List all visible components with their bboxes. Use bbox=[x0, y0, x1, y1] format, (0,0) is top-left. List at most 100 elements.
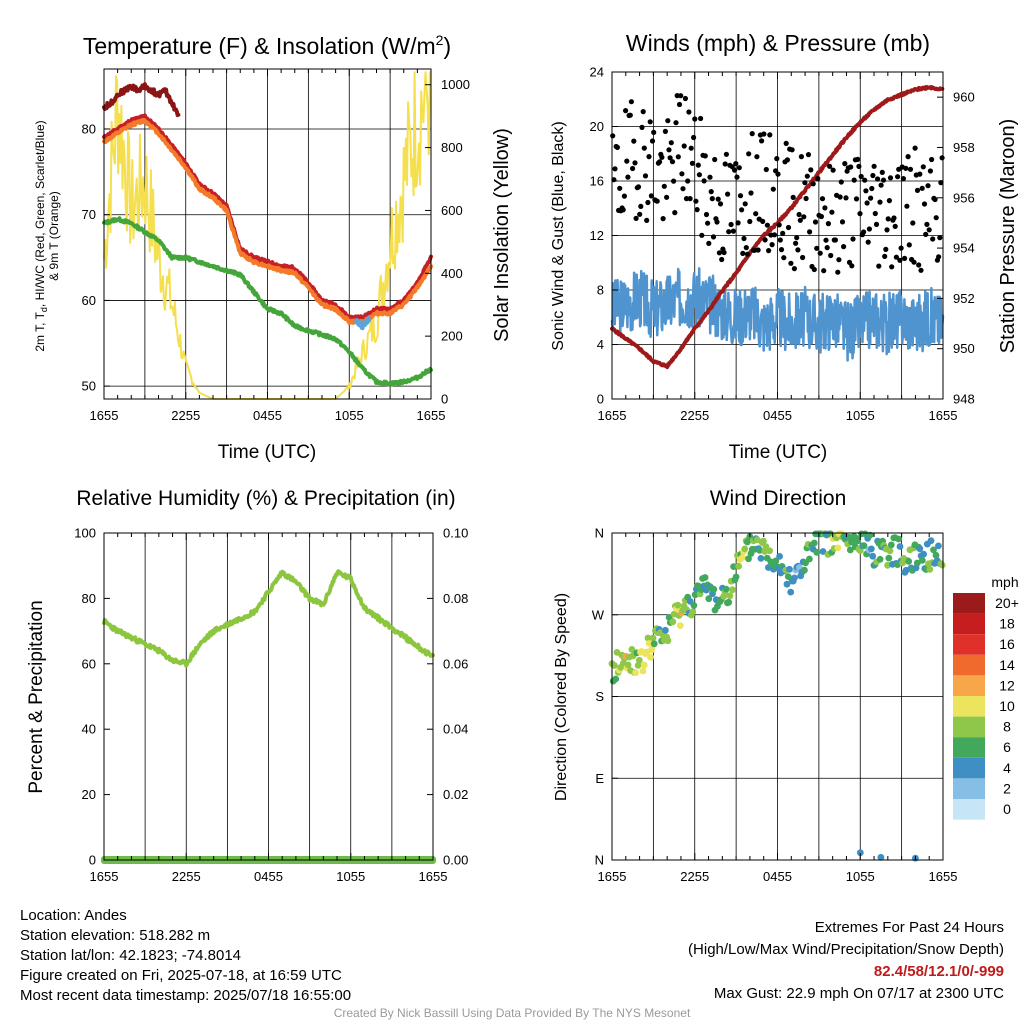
wind-left-axis-title: Sonic Wind & Gust (Blue, Black) bbox=[550, 121, 567, 350]
temperature-x-tick-label: 1655 bbox=[90, 408, 119, 423]
gust-point bbox=[798, 154, 805, 160]
gust-point bbox=[671, 178, 677, 184]
gust-point bbox=[740, 250, 746, 256]
gust-point bbox=[878, 182, 884, 188]
direction-point bbox=[738, 554, 746, 561]
direction-point bbox=[743, 538, 751, 546]
gust-point bbox=[777, 237, 783, 243]
gust-point bbox=[855, 156, 861, 162]
direction-point bbox=[846, 546, 854, 554]
gust-point bbox=[810, 181, 816, 187]
gust-point bbox=[877, 199, 883, 205]
gust-point bbox=[693, 198, 699, 204]
wind-left-tick-label: 24 bbox=[590, 65, 604, 80]
gust-point bbox=[895, 174, 901, 180]
direction-point bbox=[885, 554, 893, 562]
gust-point bbox=[800, 254, 806, 261]
direction-point bbox=[760, 537, 767, 545]
gust-point bbox=[906, 242, 912, 248]
gust-point bbox=[794, 235, 800, 241]
gust-point bbox=[898, 245, 904, 251]
gust-point bbox=[914, 187, 921, 193]
wind-series bbox=[610, 85, 945, 370]
direction-point bbox=[644, 634, 652, 642]
gust-point bbox=[672, 210, 678, 216]
gust-point bbox=[819, 196, 826, 202]
direction-point bbox=[854, 537, 862, 545]
direction-point bbox=[634, 662, 642, 669]
humidity-right-tick-label: 0.02 bbox=[443, 787, 468, 802]
direction-point bbox=[722, 585, 730, 593]
gust-point bbox=[803, 195, 809, 202]
direction-point bbox=[645, 640, 653, 647]
gust-point bbox=[837, 194, 843, 200]
direction-point bbox=[918, 557, 926, 564]
direction-point bbox=[876, 555, 884, 563]
gust-point bbox=[932, 196, 938, 203]
direction-point bbox=[810, 539, 818, 547]
direction-point bbox=[735, 562, 742, 570]
wind-grid bbox=[612, 71, 943, 400]
gust-point bbox=[633, 215, 639, 221]
gust-point bbox=[893, 254, 900, 260]
direction-point bbox=[913, 559, 921, 567]
direction-point bbox=[868, 545, 875, 553]
relative-humidity-line bbox=[102, 569, 435, 668]
gust-point bbox=[904, 203, 910, 209]
gust-point bbox=[686, 109, 692, 115]
speed-color-legend: 20+ 18 16 14 12 10 8 6 4 2 0 bbox=[953, 593, 1019, 820]
gust-point bbox=[630, 165, 636, 172]
gust-point bbox=[651, 129, 657, 135]
gust-point bbox=[716, 250, 723, 256]
temperature-left-axis-title: 2m T, Td, HI/WC (Red, Green, Scarlet/Blu… bbox=[33, 120, 49, 351]
gust-point bbox=[938, 180, 944, 186]
gust-point bbox=[823, 237, 829, 243]
gust-point bbox=[838, 179, 844, 185]
gust-point bbox=[829, 209, 835, 215]
direction-point bbox=[635, 656, 643, 664]
recent-data-text: Most recent data timestamp: 2025/07/18 1… bbox=[20, 987, 352, 1004]
gust-point bbox=[853, 196, 860, 202]
gust-point bbox=[872, 210, 878, 217]
direction-point bbox=[640, 661, 648, 669]
gust-point bbox=[871, 163, 877, 169]
wind-x-tick-label: 1055 bbox=[846, 408, 875, 423]
direction-point bbox=[930, 546, 937, 554]
direction-series bbox=[608, 530, 946, 862]
gust-point bbox=[912, 145, 918, 151]
gust-point bbox=[637, 211, 643, 217]
humidity-x-tick-label: 1655 bbox=[419, 869, 448, 884]
gust-point bbox=[661, 183, 667, 189]
gust-point bbox=[790, 194, 796, 200]
gust-point bbox=[849, 263, 855, 269]
heat-index-line bbox=[102, 82, 181, 118]
direction-point bbox=[732, 573, 740, 581]
gust-point bbox=[685, 178, 691, 184]
gust-point bbox=[785, 224, 792, 231]
direction-left-tick-label: E bbox=[595, 771, 604, 786]
direction-point bbox=[753, 536, 761, 544]
legend-label: 18 bbox=[999, 616, 1015, 632]
gust-point bbox=[869, 185, 875, 192]
gust-point bbox=[761, 131, 767, 137]
gust-point bbox=[793, 240, 799, 246]
gust-point bbox=[808, 167, 814, 173]
gust-point bbox=[659, 154, 665, 160]
gust-point bbox=[696, 172, 703, 178]
humidity-right-tick-label: 0.00 bbox=[443, 853, 468, 868]
humidity-tick-labels: 0 20 40 60 80 100 0.00 0.02 0.04 0.06 0.08 0.10 1655… bbox=[74, 526, 468, 885]
gust-point bbox=[641, 145, 647, 151]
gust-point bbox=[802, 180, 808, 186]
gust-point bbox=[850, 236, 856, 242]
gust-point bbox=[744, 251, 751, 257]
direction-point bbox=[701, 574, 709, 581]
gust-point bbox=[762, 237, 768, 243]
gust-point bbox=[621, 193, 628, 199]
direction-left-tick-label: W bbox=[592, 607, 605, 622]
direction-point bbox=[776, 553, 783, 560]
humidity-panel-title: Relative Humidity (%) & Precipitation (i… bbox=[76, 487, 455, 510]
gust-point bbox=[857, 211, 863, 217]
gust-point bbox=[660, 216, 666, 222]
dewpoint-line bbox=[102, 216, 433, 387]
